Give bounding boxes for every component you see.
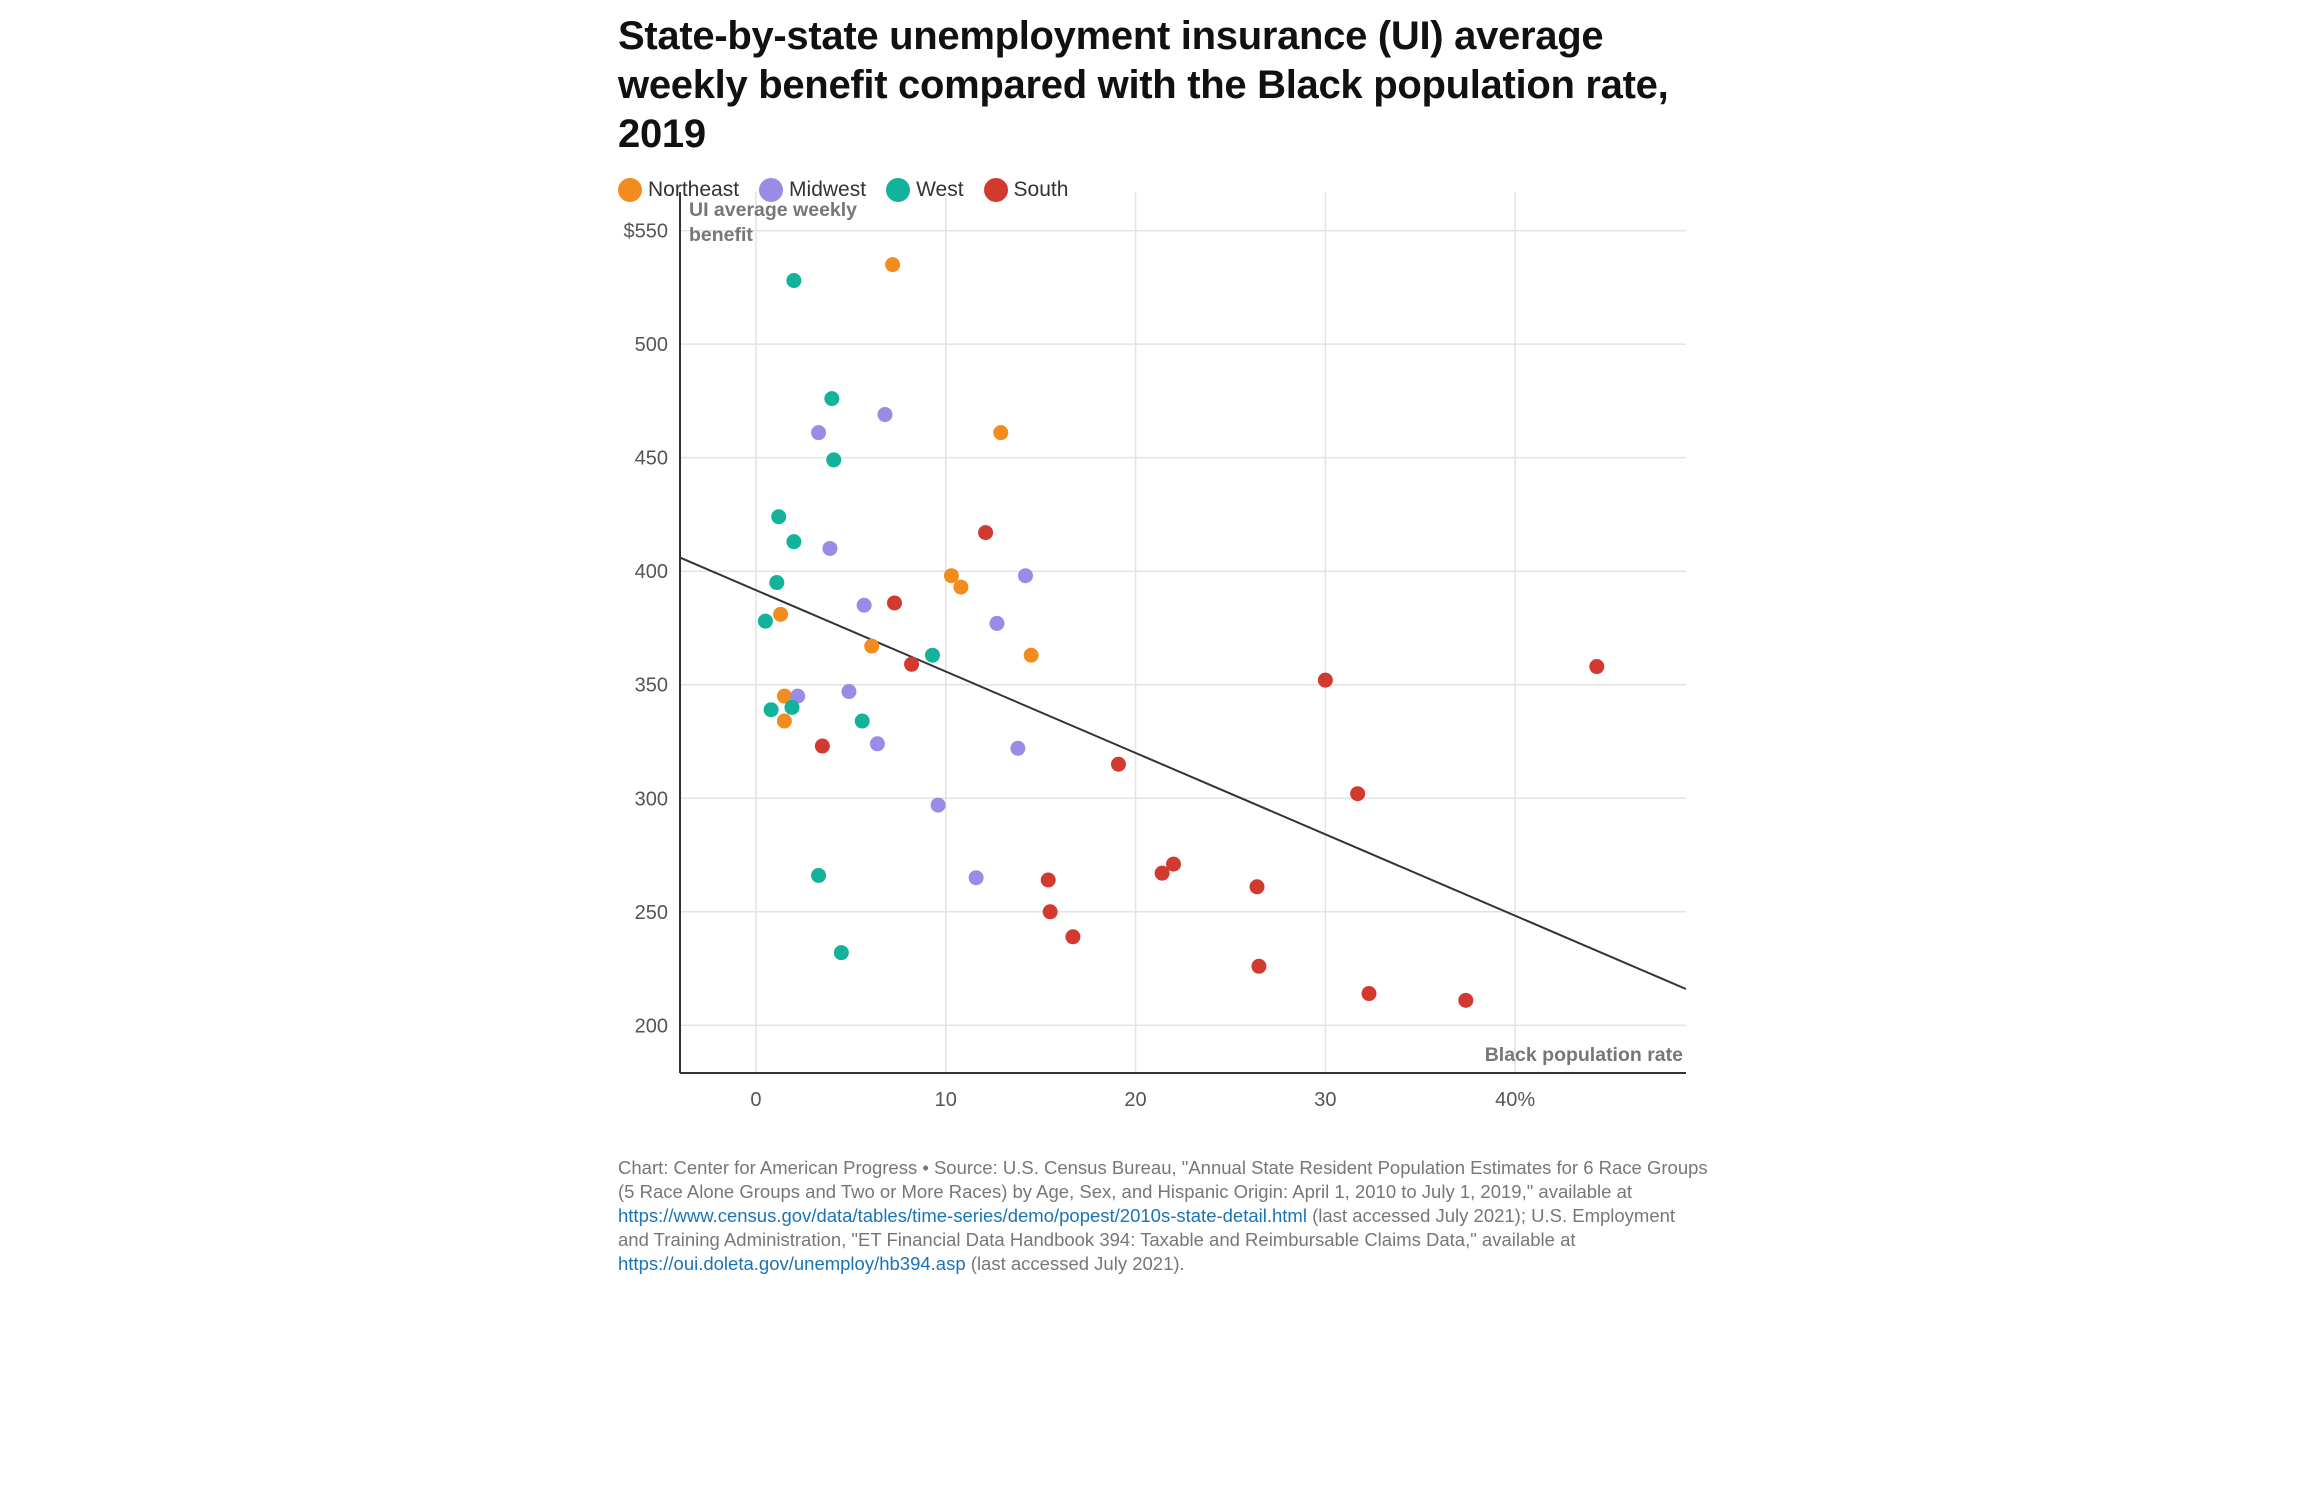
point-northeast xyxy=(993,425,1009,441)
legend: Northeast Midwest West South xyxy=(618,173,1708,207)
source-text-3: (last accessed July 2021). xyxy=(965,1253,1185,1274)
point-west xyxy=(826,452,842,468)
source-text-2: (last accessed July 2021); U.S. Employme… xyxy=(618,1205,1676,1250)
point-west xyxy=(763,702,779,718)
trendline-group xyxy=(679,556,1687,990)
legend-label: South xyxy=(1013,178,1069,201)
point-midwest xyxy=(989,615,1005,631)
point-northeast xyxy=(776,688,792,704)
point-south xyxy=(1042,904,1058,920)
point-west xyxy=(854,713,870,729)
point-midwest xyxy=(869,736,885,752)
point-south xyxy=(1166,856,1182,872)
point-south xyxy=(1350,786,1366,802)
point-south xyxy=(1154,865,1170,881)
y-tick-label: 200 xyxy=(635,1015,668,1037)
point-midwest xyxy=(1017,568,1033,584)
point-south xyxy=(814,738,830,754)
y-tick-label: 250 xyxy=(635,902,668,924)
y-tick-label: 500 xyxy=(635,334,668,356)
scatter-plot: 200 250 300 350 400 450 500 $550 0 10 20 30 40% UI av… xyxy=(624,192,1687,1111)
chart-title: State-by-state unemployment insurance (U… xyxy=(618,14,1669,156)
point-west xyxy=(771,509,787,525)
point-south xyxy=(1040,872,1056,888)
x-tick-label: 20 xyxy=(1124,1089,1146,1111)
point-west xyxy=(757,613,773,629)
point-midwest xyxy=(822,540,838,556)
legend-item-northeast: Northeast xyxy=(618,178,739,202)
x-tick-label: 30 xyxy=(1314,1089,1336,1111)
legend-swatch xyxy=(618,178,642,202)
point-south xyxy=(1251,958,1267,974)
point-south xyxy=(1065,929,1081,945)
x-tick-label: 0 xyxy=(750,1089,761,1111)
legend-swatch xyxy=(983,178,1008,202)
point-midwest xyxy=(968,870,984,886)
point-midwest xyxy=(811,425,827,441)
point-south xyxy=(1589,659,1605,675)
legend-label: Northeast xyxy=(648,178,740,201)
point-northeast xyxy=(1023,647,1039,663)
legend-item-south: South xyxy=(983,178,1069,202)
point-northeast xyxy=(864,638,880,654)
legend-item-midwest: Midwest xyxy=(759,178,866,202)
point-west xyxy=(924,647,940,663)
point-northeast xyxy=(773,606,789,622)
legend-item-west: West xyxy=(886,178,964,202)
point-south xyxy=(1110,756,1126,772)
data-points xyxy=(757,257,1605,1008)
point-west xyxy=(824,391,840,407)
y-tick-label: 350 xyxy=(635,675,668,697)
point-west xyxy=(811,867,827,883)
point-northeast xyxy=(953,579,969,595)
x-tick-label: 10 xyxy=(935,1089,957,1111)
chart-header: State-by-state unemployment insurance (U… xyxy=(618,12,1708,207)
source-text-1: Chart: Center for American Progress • So… xyxy=(618,1157,1708,1202)
point-south xyxy=(1458,992,1474,1008)
axes xyxy=(679,192,1686,1074)
point-south xyxy=(1361,986,1377,1002)
point-northeast xyxy=(885,257,901,273)
y-tick-label: 300 xyxy=(635,788,668,810)
point-midwest xyxy=(790,688,806,704)
legend-label: West xyxy=(916,178,964,201)
x-axis-title: Black population rate xyxy=(1485,1044,1683,1066)
y-axis-title: UI average weekly benefit xyxy=(689,199,857,246)
point-midwest xyxy=(841,684,857,700)
point-south xyxy=(1249,879,1265,895)
grid xyxy=(680,192,1686,1073)
point-west xyxy=(786,273,802,289)
y-tick-label: $550 xyxy=(624,221,669,243)
point-south xyxy=(1317,672,1333,688)
legend-swatch xyxy=(759,178,784,202)
point-south xyxy=(886,595,902,611)
point-south xyxy=(904,656,920,672)
point-midwest xyxy=(1010,740,1026,756)
trendline xyxy=(679,556,1687,990)
point-northeast xyxy=(943,568,959,584)
point-midwest xyxy=(930,797,946,813)
x-tick-label: 40% xyxy=(1495,1089,1535,1111)
legend-label: Midwest xyxy=(789,178,867,201)
y-tick-label: 450 xyxy=(635,448,668,470)
y-tick-label: 400 xyxy=(635,561,668,583)
source-link-census[interactable]: https://www.census.gov/data/tables/time-… xyxy=(618,1205,1307,1226)
point-midwest xyxy=(856,597,872,613)
point-west xyxy=(786,534,802,550)
point-west xyxy=(769,575,785,591)
point-northeast xyxy=(776,713,792,729)
point-west xyxy=(833,945,849,961)
point-south xyxy=(978,525,994,541)
source-link-doleta[interactable]: https://oui.doleta.gov/unemploy/hb394.as… xyxy=(618,1253,966,1274)
axis-labels: 200 250 300 350 400 450 500 $550 0 10 20 30 40% UI av… xyxy=(624,199,1684,1111)
point-midwest xyxy=(877,407,893,423)
source-note: Chart: Center for American Progress • So… xyxy=(618,1156,1708,1276)
legend-swatch xyxy=(886,178,911,202)
point-west xyxy=(784,699,800,715)
